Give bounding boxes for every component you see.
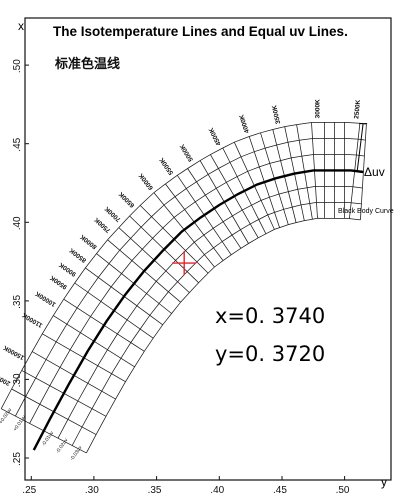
chart-labels: 50000K30000K20000K15000K11000K10000K9500…	[0, 99, 362, 462]
cct-label-15: 5000K	[179, 142, 195, 162]
chart-title: The Isotemperature Lines and Equal uv Li…	[53, 24, 348, 39]
x-tick-label-2: .35	[148, 485, 162, 496]
y-tick-label-4: .45	[12, 137, 23, 151]
black-body-curve	[32, 169, 364, 451]
black-body-curve-group	[32, 123, 368, 451]
equal-uv-line-3	[29, 154, 365, 424]
y-tick-label-1: .30	[12, 373, 23, 387]
x-tick-label-4: .45	[273, 485, 287, 496]
chart-grid	[0, 122, 367, 454]
cct-label-3: 15000K	[2, 343, 26, 360]
cct-label-11: 7000K	[103, 205, 122, 223]
duv-label-4: -0.02uv	[55, 437, 70, 455]
y-tick-label-0: .25	[12, 452, 23, 466]
x-tick-label-3: .40	[210, 485, 224, 496]
cct-label-9: 8000K	[79, 233, 99, 251]
cct-label-5: 10000K	[34, 290, 57, 308]
cct-label-1: 30000K	[0, 389, 1, 406]
cct-label-10: 7500K	[93, 216, 112, 234]
duv-label-5: -0.03uv	[69, 445, 84, 463]
cct-label-7: 9000K	[58, 261, 78, 278]
cct-label-19: 3000K	[315, 99, 322, 118]
x-axis-letter: y	[381, 475, 387, 489]
cct-label-18: 3500K	[271, 104, 282, 125]
y-axis-letter: x	[18, 19, 24, 33]
delta-uv-label: Δuv	[364, 165, 385, 179]
cct-label-12: 6500K	[117, 190, 136, 209]
black-body-curve-label: Black Body Curve	[338, 208, 394, 215]
axis-ticks: .25 .30 .35 .40 .45 .50 .25 .30 .35 .40 .45 .50	[12, 59, 350, 496]
equal-uv-line-0	[86, 217, 361, 454]
cct-label-2: 20000K	[0, 370, 12, 387]
plot-frame	[24, 17, 392, 481]
chart-subtitle: 标准色温线	[54, 56, 120, 72]
cct-label-6: 9500K	[49, 274, 69, 291]
y-tick-label-3: .40	[12, 216, 23, 230]
cct-label-16: 4500K	[208, 126, 223, 147]
y-tick-label-2: .35	[12, 295, 23, 309]
y-tick-label-5: .50	[12, 59, 23, 73]
marked-point-crosshair	[172, 251, 197, 276]
readout-x-value: x=0. 3740	[215, 304, 325, 328]
cct-label-8: 8500K	[68, 246, 88, 263]
equal-uv-line-4	[15, 138, 366, 417]
delta-uv-bracket	[356, 123, 364, 172]
x-tick-label-5: .50	[336, 485, 350, 496]
x-tick-label-1: .30	[85, 485, 99, 496]
cct-label-17: 4000K	[238, 113, 251, 134]
cct-label-20: 2500K	[353, 99, 362, 119]
readout-y-value: y=0. 3720	[215, 342, 325, 366]
cct-label-14: 5500K	[158, 156, 175, 176]
cct-label-13: 6000K	[137, 171, 155, 191]
x-tick-label-0: .25	[22, 485, 36, 496]
